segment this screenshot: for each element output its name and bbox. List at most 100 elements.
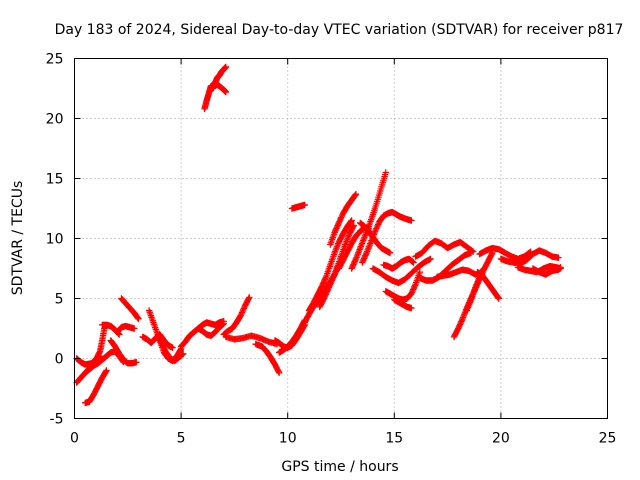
- series-track: [156, 337, 185, 365]
- data-point: [323, 289, 330, 297]
- data-point: [335, 221, 342, 228]
- series-track: [369, 255, 434, 287]
- data-point: [409, 287, 416, 295]
- data-point: [237, 312, 244, 319]
- data-point: [96, 349, 103, 356]
- data-point: [352, 190, 360, 198]
- data-point: [360, 255, 368, 262]
- data-point: [337, 215, 344, 222]
- data-point: [301, 201, 308, 209]
- data-point: [362, 251, 370, 258]
- data-series: [73, 63, 564, 407]
- data-point: [321, 293, 328, 301]
- data-point: [408, 290, 415, 297]
- data-point: [222, 88, 230, 96]
- data-point: [331, 229, 338, 236]
- data-point: [488, 250, 495, 258]
- data-point: [455, 323, 463, 331]
- x-tick-label: 25: [599, 431, 617, 447]
- data-point: [321, 292, 329, 299]
- data-point: [336, 216, 344, 224]
- data-point: [360, 256, 367, 263]
- data-point: [103, 367, 110, 374]
- y-tick-label: 25: [46, 52, 64, 68]
- series-track: [252, 340, 283, 377]
- series-track: [497, 247, 562, 267]
- data-point: [458, 317, 466, 324]
- data-point: [456, 321, 464, 328]
- data-point: [467, 249, 475, 257]
- series-track: [416, 249, 475, 284]
- data-point: [322, 291, 329, 298]
- data-point: [338, 212, 346, 220]
- data-point: [320, 295, 328, 302]
- data-point: [349, 223, 357, 230]
- data-point: [333, 225, 340, 232]
- series-track: [316, 222, 357, 311]
- data-point: [350, 222, 357, 229]
- data-point: [408, 217, 415, 224]
- data-point: [416, 268, 424, 276]
- series-track: [84, 325, 108, 374]
- data-point: [325, 284, 333, 291]
- data-point: [408, 289, 416, 296]
- series-track: [327, 190, 360, 248]
- data-point: [327, 280, 334, 287]
- data-point: [326, 282, 333, 290]
- data-point: [326, 281, 334, 288]
- series-track: [194, 320, 227, 339]
- x-tick-label: 20: [492, 431, 510, 447]
- series-track: [391, 296, 415, 312]
- data-point: [408, 304, 415, 312]
- series-track: [463, 265, 488, 314]
- x-tick-label: 5: [177, 431, 186, 447]
- y-tick-label: 20: [46, 112, 64, 128]
- data-point: [238, 310, 245, 318]
- data-point: [322, 275, 329, 282]
- data-point: [102, 368, 110, 375]
- y-tick-label: 5: [55, 292, 64, 308]
- data-point: [332, 226, 340, 233]
- series-track: [113, 322, 138, 336]
- data-point: [348, 217, 355, 224]
- series-track: [476, 244, 534, 263]
- series-track: [382, 268, 424, 303]
- data-point: [240, 305, 248, 312]
- data-point: [321, 276, 329, 283]
- data-point: [332, 227, 339, 235]
- series-track: [433, 266, 485, 281]
- data-point: [169, 344, 176, 351]
- data-point: [456, 322, 463, 329]
- series-track: [474, 268, 502, 302]
- data-point: [480, 266, 487, 273]
- data-point: [361, 253, 368, 261]
- data-point: [240, 306, 247, 314]
- data-point: [350, 259, 358, 267]
- data-point: [177, 346, 184, 354]
- data-point: [427, 255, 434, 263]
- data-point: [352, 191, 359, 199]
- data-point: [555, 254, 562, 261]
- x-tick-label: 15: [385, 431, 403, 447]
- data-point: [349, 262, 357, 269]
- data-point: [239, 307, 246, 315]
- y-tick-label: 10: [46, 232, 64, 248]
- axis-ticks: 0 5 10 15 20 25 -5 0 5 10 15 20 25: [46, 52, 617, 447]
- data-point: [328, 277, 336, 284]
- series-track: [380, 255, 417, 272]
- data-point: [154, 331, 161, 338]
- data-point: [458, 318, 465, 325]
- data-point: [349, 263, 356, 271]
- data-point: [245, 295, 252, 302]
- data-point: [335, 219, 343, 227]
- data-point: [350, 261, 357, 268]
- data-point: [374, 222, 381, 230]
- x-axis-label: GPS time / hours: [281, 459, 398, 475]
- data-point: [411, 282, 419, 289]
- data-point: [410, 285, 417, 292]
- data-point: [351, 258, 358, 265]
- data-point: [409, 286, 417, 293]
- data-point: [130, 325, 138, 332]
- data-point: [275, 368, 282, 375]
